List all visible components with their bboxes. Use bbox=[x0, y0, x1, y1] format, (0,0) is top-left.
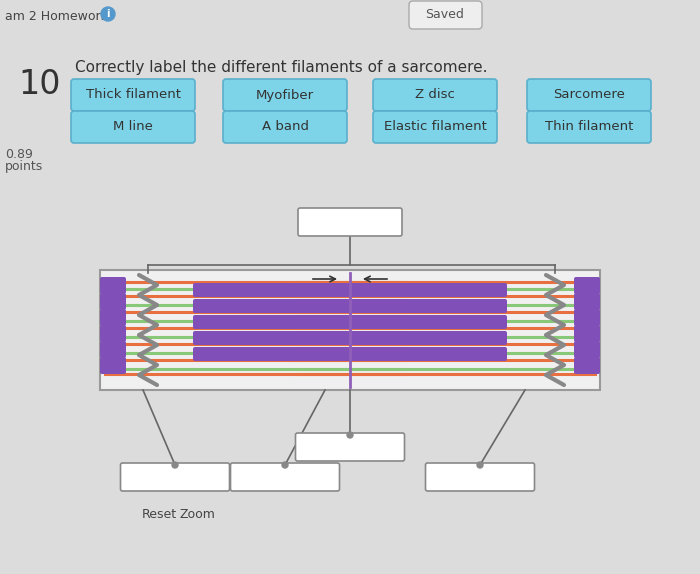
Text: i: i bbox=[106, 9, 110, 19]
FancyBboxPatch shape bbox=[298, 208, 402, 236]
FancyBboxPatch shape bbox=[223, 79, 347, 111]
FancyBboxPatch shape bbox=[100, 293, 126, 310]
Circle shape bbox=[172, 462, 178, 468]
FancyBboxPatch shape bbox=[193, 347, 507, 361]
Circle shape bbox=[282, 462, 288, 468]
FancyBboxPatch shape bbox=[100, 325, 126, 342]
Circle shape bbox=[101, 7, 115, 21]
FancyBboxPatch shape bbox=[100, 309, 126, 326]
FancyBboxPatch shape bbox=[295, 433, 405, 461]
FancyBboxPatch shape bbox=[230, 463, 340, 491]
FancyBboxPatch shape bbox=[71, 79, 195, 111]
Text: points: points bbox=[5, 160, 43, 173]
Text: am 2 Homework: am 2 Homework bbox=[5, 10, 108, 23]
FancyBboxPatch shape bbox=[574, 341, 600, 358]
Text: M line: M line bbox=[113, 121, 153, 134]
FancyBboxPatch shape bbox=[193, 299, 507, 313]
Text: Correctly label the different filaments of a sarcomere.: Correctly label the different filaments … bbox=[75, 60, 487, 75]
FancyBboxPatch shape bbox=[373, 111, 497, 143]
FancyBboxPatch shape bbox=[223, 111, 347, 143]
Text: A band: A band bbox=[262, 121, 309, 134]
FancyBboxPatch shape bbox=[574, 293, 600, 310]
FancyBboxPatch shape bbox=[574, 357, 600, 374]
FancyBboxPatch shape bbox=[71, 111, 195, 143]
Text: Thick filament: Thick filament bbox=[85, 88, 181, 102]
Text: Thin filament: Thin filament bbox=[545, 121, 634, 134]
Circle shape bbox=[477, 462, 483, 468]
Text: Elastic filament: Elastic filament bbox=[384, 121, 486, 134]
Text: Saved: Saved bbox=[426, 9, 464, 21]
Text: Z disc: Z disc bbox=[415, 88, 455, 102]
Text: 10: 10 bbox=[18, 68, 60, 101]
FancyBboxPatch shape bbox=[527, 79, 651, 111]
FancyBboxPatch shape bbox=[574, 325, 600, 342]
FancyBboxPatch shape bbox=[193, 283, 507, 297]
FancyBboxPatch shape bbox=[100, 341, 126, 358]
Text: Zoom: Zoom bbox=[180, 508, 216, 521]
FancyBboxPatch shape bbox=[120, 463, 230, 491]
FancyBboxPatch shape bbox=[100, 277, 126, 294]
FancyBboxPatch shape bbox=[574, 309, 600, 326]
Text: Sarcomere: Sarcomere bbox=[553, 88, 625, 102]
FancyBboxPatch shape bbox=[193, 331, 507, 345]
FancyBboxPatch shape bbox=[100, 270, 600, 390]
Text: 0.89: 0.89 bbox=[5, 148, 33, 161]
FancyBboxPatch shape bbox=[373, 79, 497, 111]
Text: Myofiber: Myofiber bbox=[256, 88, 314, 102]
FancyBboxPatch shape bbox=[100, 357, 126, 374]
FancyBboxPatch shape bbox=[193, 315, 507, 329]
FancyBboxPatch shape bbox=[527, 111, 651, 143]
FancyBboxPatch shape bbox=[426, 463, 535, 491]
Circle shape bbox=[347, 432, 353, 438]
FancyBboxPatch shape bbox=[409, 1, 482, 29]
Text: Reset: Reset bbox=[142, 508, 177, 521]
FancyBboxPatch shape bbox=[574, 277, 600, 294]
